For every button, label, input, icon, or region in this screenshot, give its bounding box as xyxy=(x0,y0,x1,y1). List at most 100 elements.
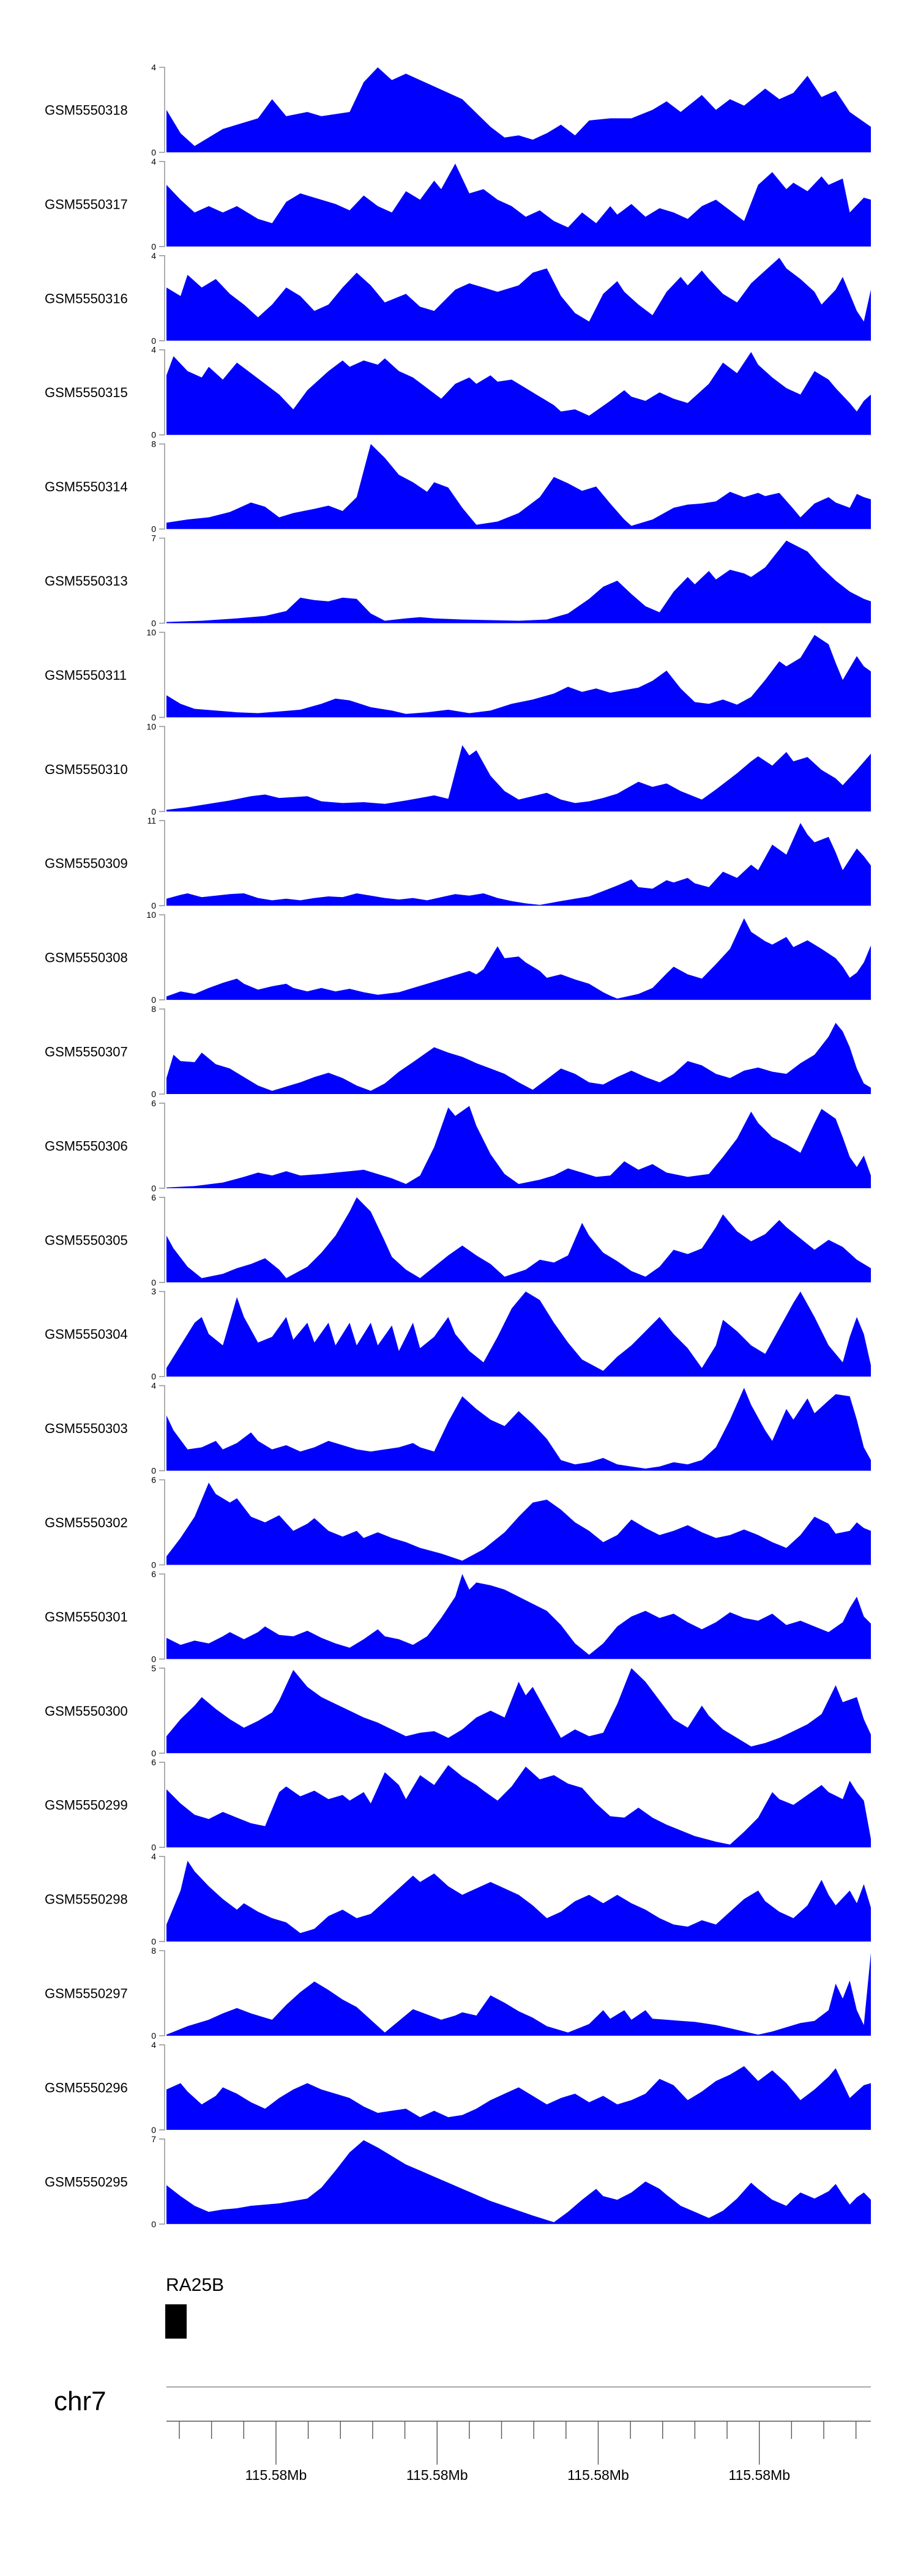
y-axis-bracket xyxy=(159,1290,165,1377)
track-label: GSM5550295 xyxy=(45,2174,128,2189)
y-axis-bracket xyxy=(159,1762,165,1848)
y-axis-bracket xyxy=(159,631,165,718)
data-track-area xyxy=(166,163,871,247)
y-axis-bracket xyxy=(159,255,165,341)
y-axis-bracket xyxy=(159,1197,165,1283)
y-axis-max-label: 11 xyxy=(147,816,156,825)
y-axis-zero-label: 0 xyxy=(151,1183,156,1193)
track-label: GSM5550307 xyxy=(45,1044,128,1060)
y-axis-max-label: 4 xyxy=(151,1381,156,1391)
y-axis-zero-label: 0 xyxy=(151,147,156,157)
axis-tick-label: 115.58Mb xyxy=(245,2467,307,2483)
y-axis-bracket xyxy=(159,1103,165,1189)
data-track-area xyxy=(166,635,871,718)
y-axis-max-label: 7 xyxy=(151,534,156,543)
y-axis-zero-label: 0 xyxy=(151,1560,156,1570)
y-axis-bracket xyxy=(159,537,165,624)
y-axis-max-label: 8 xyxy=(151,1004,156,1014)
y-axis-max-label: 3 xyxy=(151,1287,156,1297)
data-track-area xyxy=(166,540,871,624)
y-axis-max-label: 4 xyxy=(151,345,156,355)
y-axis-bracket xyxy=(159,1950,165,2036)
y-axis-zero-label: 0 xyxy=(151,1466,156,1476)
data-track-area xyxy=(166,1388,871,1471)
y-axis-zero-label: 0 xyxy=(151,336,156,346)
data-track-area xyxy=(166,1291,871,1377)
axis-tick-label: 115.58Mb xyxy=(728,2467,790,2483)
data-track-area xyxy=(166,745,871,812)
track-label: GSM5550309 xyxy=(45,856,128,871)
y-axis-bracket xyxy=(159,914,165,1000)
y-axis-max-label: 4 xyxy=(151,2040,156,2050)
axis-tick-label: 115.58Mb xyxy=(567,2467,629,2483)
track-label: GSM5550316 xyxy=(45,291,128,306)
data-track-area xyxy=(166,258,871,341)
y-axis-max-label: 6 xyxy=(151,1098,156,1108)
data-track-area xyxy=(166,2140,871,2224)
track-label: GSM5550311 xyxy=(45,668,127,683)
y-axis-zero-label: 0 xyxy=(151,2219,156,2229)
track-label: GSM5550301 xyxy=(45,1609,128,1625)
y-axis-bracket xyxy=(159,2139,165,2225)
track-label: GSM5550315 xyxy=(45,385,128,400)
axis-tick-label: 115.58Mb xyxy=(406,2467,468,2483)
y-axis-zero-label: 0 xyxy=(151,1654,156,1664)
y-axis-bracket xyxy=(159,2044,165,2131)
y-axis-bracket xyxy=(159,1856,165,1942)
track-label: GSM5550297 xyxy=(45,1986,128,2001)
data-track-area xyxy=(166,2066,871,2130)
y-axis-max-label: 6 xyxy=(151,1569,156,1579)
data-track-area xyxy=(166,1022,871,1094)
y-axis-zero-label: 0 xyxy=(151,2125,156,2135)
track-label: GSM5550306 xyxy=(45,1138,128,1153)
track-label: GSM5550310 xyxy=(45,762,128,777)
track-label: GSM5550303 xyxy=(45,1421,128,1436)
y-axis-bracket xyxy=(159,1573,165,1660)
data-track-area xyxy=(166,352,871,435)
y-axis-max-label: 7 xyxy=(151,2134,156,2144)
y-axis-bracket xyxy=(159,820,165,906)
chromosome-label: chr7 xyxy=(54,2386,106,2416)
y-axis-zero-label: 0 xyxy=(151,1842,156,1852)
y-axis-bracket xyxy=(159,67,165,153)
track-label: GSM5550298 xyxy=(45,1892,128,1907)
data-track-area xyxy=(166,1765,871,1848)
data-track-area xyxy=(166,1668,871,1754)
y-axis-max-label: 6 xyxy=(151,1757,156,1767)
track-label: GSM5550300 xyxy=(45,1703,128,1719)
data-track-area xyxy=(166,1197,871,1282)
data-track-area xyxy=(166,1574,871,1659)
y-axis-max-label: 4 xyxy=(151,251,156,261)
gene-box xyxy=(165,2304,187,2339)
y-axis-bracket xyxy=(159,726,165,813)
y-axis-max-label: 4 xyxy=(151,62,156,72)
y-axis-zero-label: 0 xyxy=(151,995,156,1005)
y-axis-max-label: 5 xyxy=(151,1663,156,1673)
data-track-area xyxy=(166,1952,871,2036)
track-label: GSM5550304 xyxy=(45,1327,128,1342)
y-axis-bracket xyxy=(159,1008,165,1095)
y-axis-bracket xyxy=(159,161,165,247)
data-track-area xyxy=(166,1106,871,1188)
track-label: GSM5550317 xyxy=(45,196,128,212)
y-axis-zero-label: 0 xyxy=(151,1937,156,1946)
track-label: GSM5550313 xyxy=(45,573,128,589)
y-axis-max-label: 6 xyxy=(151,1475,156,1485)
data-track-area xyxy=(166,1483,871,1565)
y-axis-max-label: 10 xyxy=(146,627,156,637)
y-axis-zero-label: 0 xyxy=(151,242,156,251)
track-label: GSM5550299 xyxy=(45,1798,128,1813)
data-track-area xyxy=(166,67,871,152)
y-axis-max-label: 4 xyxy=(151,1852,156,1861)
gene-label: RA25B xyxy=(166,2275,225,2295)
y-axis-zero-label: 0 xyxy=(151,1748,156,1758)
y-axis-max-label: 10 xyxy=(146,910,156,920)
y-axis-zero-label: 0 xyxy=(151,619,156,628)
y-axis-bracket xyxy=(159,1479,165,1566)
y-axis-max-label: 6 xyxy=(151,1193,156,1202)
track-label: GSM5550296 xyxy=(45,2080,128,2095)
track-label: GSM5550308 xyxy=(45,950,128,966)
data-track-area xyxy=(166,444,871,529)
